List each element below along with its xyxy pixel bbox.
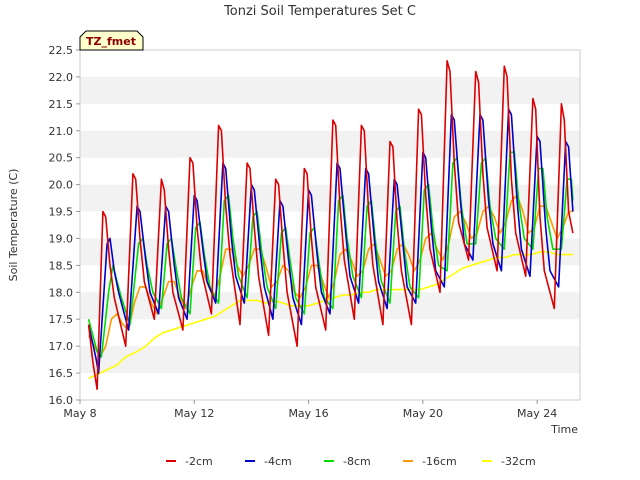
series-line-neg2cm bbox=[87, 59, 574, 391]
y-tick-label: 16.5 bbox=[49, 367, 74, 380]
legend-item: -8cm bbox=[324, 455, 371, 468]
site-tag-label: TZ_fmet bbox=[86, 35, 136, 48]
legend-item: -32cm bbox=[482, 455, 536, 468]
series-line-neg4cm bbox=[87, 108, 574, 374]
y-tick-label: 21.5 bbox=[49, 98, 74, 111]
x-tick-label: May 8 bbox=[63, 407, 96, 420]
legend-item: -16cm bbox=[403, 455, 457, 468]
x-tick-label: May 24 bbox=[517, 407, 557, 420]
grid-band bbox=[80, 76, 580, 104]
x-tick-label: May 16 bbox=[288, 407, 328, 420]
plot-area bbox=[79, 49, 581, 401]
y-tick-label: 20.0 bbox=[49, 179, 74, 192]
grid-band bbox=[80, 346, 580, 374]
x-axis: May 8 May 12 May 16 May 20 May 24 bbox=[63, 400, 557, 420]
legend-label: -2cm bbox=[185, 455, 213, 468]
legend-label: -16cm bbox=[422, 455, 457, 468]
site-tag: TZ_fmet bbox=[79, 30, 144, 51]
y-tick-label: 16.0 bbox=[49, 394, 74, 407]
legend-label: -4cm bbox=[264, 455, 292, 468]
y-tick-label: 22.0 bbox=[49, 71, 74, 84]
x-tick-label: May 20 bbox=[403, 407, 443, 420]
y-tick-label: 17.0 bbox=[49, 340, 74, 353]
y-tick-label: 22.5 bbox=[49, 44, 74, 57]
y-axis-label: Soil Temperature (C) bbox=[7, 169, 20, 282]
y-tick-label: 18.5 bbox=[49, 259, 74, 272]
legend-label: -8cm bbox=[343, 455, 371, 468]
y-tick-label: 17.5 bbox=[49, 313, 74, 326]
chart-title: Tonzi Soil Temperatures Set C bbox=[223, 4, 416, 19]
grid-band bbox=[80, 130, 580, 158]
y-tick-label: 21.0 bbox=[49, 125, 74, 138]
y-tick-label: 20.5 bbox=[49, 152, 74, 165]
legend-label: -32cm bbox=[501, 455, 536, 468]
series-layer bbox=[87, 59, 574, 391]
legend: -2cm -4cm -8cm -16cm -32cm bbox=[166, 455, 536, 468]
y-axis: 16.0 16.5 17.0 17.5 18.0 18.5 19.0 19.5 20.0 20.5… bbox=[49, 44, 80, 407]
legend-item: -2cm bbox=[166, 455, 213, 468]
legend-item: -4cm bbox=[245, 455, 292, 468]
y-tick-label: 19.0 bbox=[49, 232, 74, 245]
x-axis-label: Time bbox=[550, 423, 578, 436]
x-tick-label: May 12 bbox=[174, 407, 214, 420]
y-tick-label: 19.5 bbox=[49, 206, 74, 219]
y-tick-label: 18.0 bbox=[49, 286, 74, 299]
